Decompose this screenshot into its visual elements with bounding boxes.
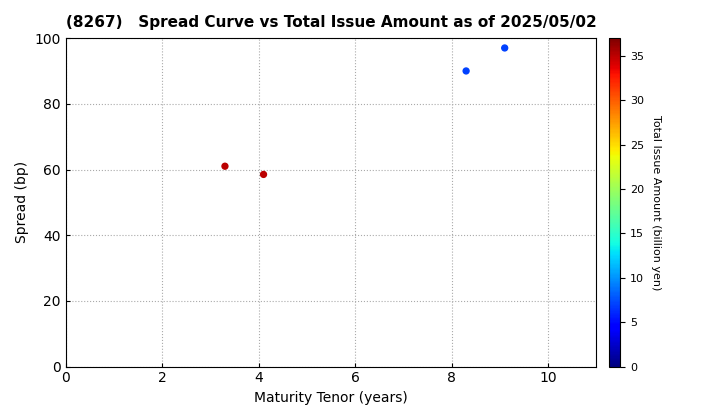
Point — [460, 68, 472, 74]
Text: (8267)   Spread Curve vs Total Issue Amount as of 2025/05/02: (8267) Spread Curve vs Total Issue Amoun… — [66, 15, 597, 30]
Point — [258, 171, 269, 178]
Y-axis label: Total Issue Amount (billion yen): Total Issue Amount (billion yen) — [651, 115, 660, 290]
Point — [219, 163, 230, 170]
Y-axis label: Spread (bp): Spread (bp) — [15, 161, 29, 244]
X-axis label: Maturity Tenor (years): Maturity Tenor (years) — [254, 391, 408, 405]
Point — [499, 45, 510, 51]
